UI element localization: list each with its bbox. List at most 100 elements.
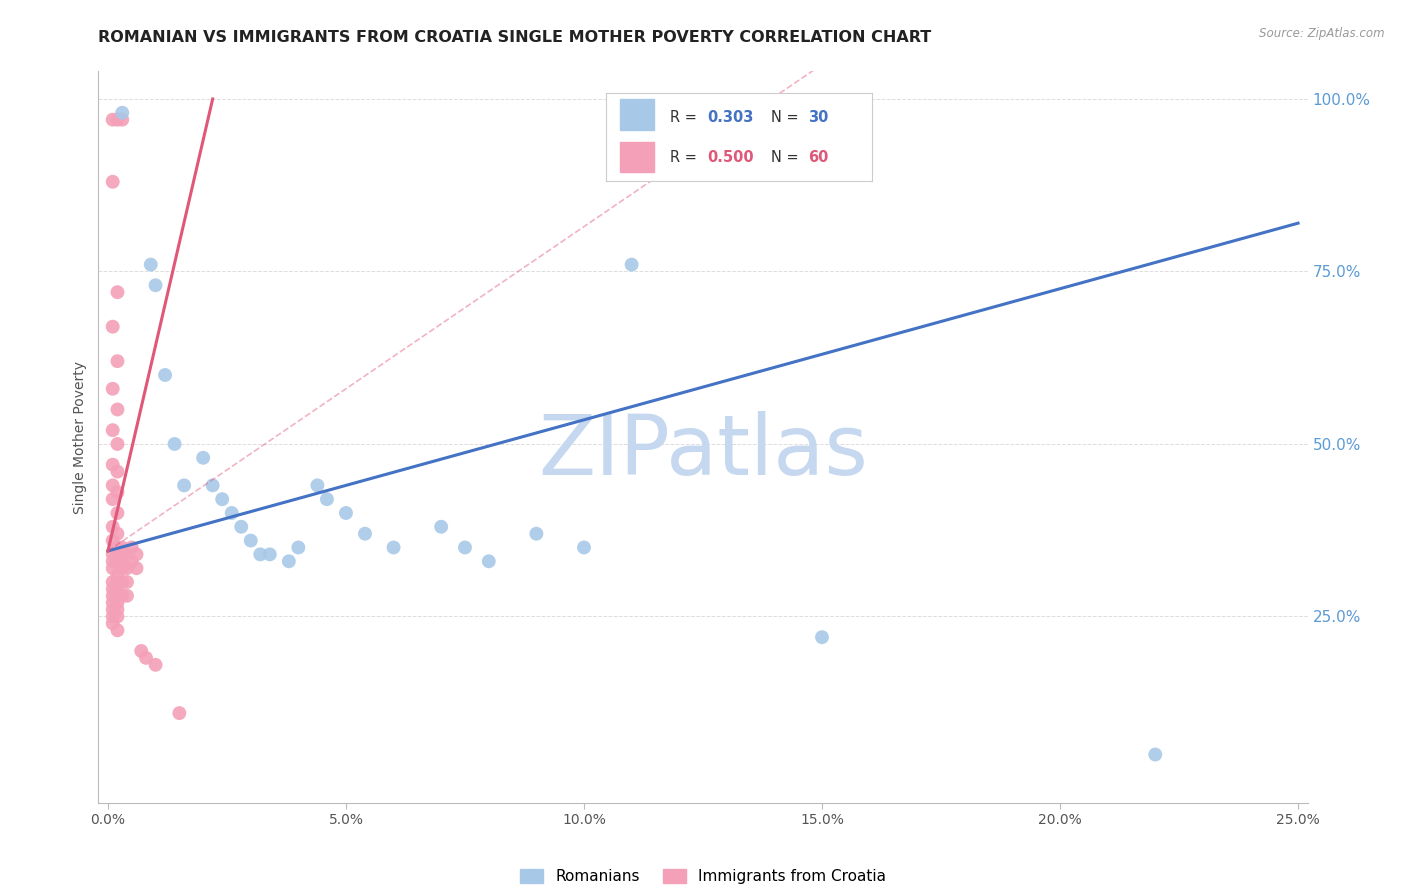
- Point: [111, 554, 134, 568]
- Point: [287, 541, 309, 555]
- Point: [107, 602, 129, 616]
- Point: [115, 574, 138, 589]
- Point: [101, 561, 124, 575]
- Point: [129, 644, 152, 658]
- Point: [101, 616, 124, 631]
- Point: [101, 458, 124, 472]
- Point: [107, 609, 129, 624]
- Point: [101, 602, 124, 616]
- Point: [101, 478, 124, 492]
- Point: [101, 319, 124, 334]
- Point: [231, 520, 253, 534]
- Point: [107, 465, 129, 479]
- Point: [125, 548, 148, 562]
- Point: [107, 485, 129, 500]
- Point: [107, 437, 129, 451]
- Point: [101, 596, 124, 610]
- Text: N =: N =: [772, 111, 803, 126]
- Point: [524, 526, 547, 541]
- Point: [115, 561, 138, 575]
- Point: [259, 548, 281, 562]
- Point: [101, 112, 124, 127]
- Point: [101, 582, 124, 596]
- Point: [382, 541, 405, 555]
- Y-axis label: Single Mother Poverty: Single Mother Poverty: [73, 360, 87, 514]
- Point: [107, 526, 129, 541]
- Point: [107, 112, 129, 127]
- Point: [111, 574, 134, 589]
- Point: [354, 526, 377, 541]
- Point: [121, 554, 143, 568]
- Point: [135, 651, 157, 665]
- Text: 60: 60: [808, 150, 828, 165]
- Text: Source: ZipAtlas.com: Source: ZipAtlas.com: [1260, 27, 1385, 40]
- Point: [173, 478, 195, 492]
- Text: 30: 30: [808, 111, 828, 126]
- Point: [101, 574, 124, 589]
- Point: [111, 589, 134, 603]
- Point: [335, 506, 357, 520]
- Text: R =: R =: [671, 111, 702, 126]
- Point: [153, 368, 176, 382]
- Point: [307, 478, 329, 492]
- Point: [107, 574, 129, 589]
- Point: [191, 450, 214, 465]
- Point: [572, 541, 595, 555]
- Point: [139, 258, 162, 272]
- Point: [107, 354, 129, 368]
- Point: [115, 589, 138, 603]
- Point: [211, 492, 233, 507]
- Point: [277, 554, 299, 568]
- Text: ROMANIAN VS IMMIGRANTS FROM CROATIA SINGLE MOTHER POVERTY CORRELATION CHART: ROMANIAN VS IMMIGRANTS FROM CROATIA SING…: [98, 29, 932, 45]
- Point: [1144, 747, 1167, 762]
- Point: [111, 112, 134, 127]
- Point: [221, 506, 243, 520]
- Point: [111, 541, 134, 555]
- Point: [145, 657, 167, 672]
- Point: [107, 402, 129, 417]
- Text: R =: R =: [671, 150, 702, 165]
- Point: [111, 561, 134, 575]
- Point: [430, 520, 453, 534]
- Point: [107, 285, 129, 300]
- Point: [620, 258, 643, 272]
- Point: [145, 278, 167, 293]
- Point: [101, 589, 124, 603]
- Point: [101, 175, 124, 189]
- Point: [107, 541, 129, 555]
- Point: [107, 624, 129, 638]
- Text: N =: N =: [772, 150, 803, 165]
- Point: [169, 706, 191, 720]
- Point: [107, 506, 129, 520]
- Point: [101, 609, 124, 624]
- FancyBboxPatch shape: [620, 99, 654, 130]
- Point: [111, 105, 134, 120]
- Point: [107, 596, 129, 610]
- FancyBboxPatch shape: [620, 142, 654, 172]
- Point: [125, 561, 148, 575]
- Point: [239, 533, 262, 548]
- Point: [101, 554, 124, 568]
- Point: [101, 423, 124, 437]
- Point: [201, 478, 224, 492]
- Point: [101, 533, 124, 548]
- Point: [811, 630, 834, 644]
- Point: [478, 554, 501, 568]
- Point: [316, 492, 339, 507]
- Point: [101, 548, 124, 562]
- Point: [454, 541, 477, 555]
- Point: [163, 437, 186, 451]
- Point: [101, 520, 124, 534]
- Point: [101, 492, 124, 507]
- Point: [121, 541, 143, 555]
- Point: [107, 554, 129, 568]
- Point: [111, 548, 134, 562]
- Point: [115, 548, 138, 562]
- Legend: Romanians, Immigrants from Croatia: Romanians, Immigrants from Croatia: [515, 863, 891, 890]
- Point: [101, 382, 124, 396]
- Point: [107, 548, 129, 562]
- Text: ZIPatlas: ZIPatlas: [538, 411, 868, 492]
- Text: 0.500: 0.500: [707, 150, 754, 165]
- Point: [107, 582, 129, 596]
- Point: [107, 589, 129, 603]
